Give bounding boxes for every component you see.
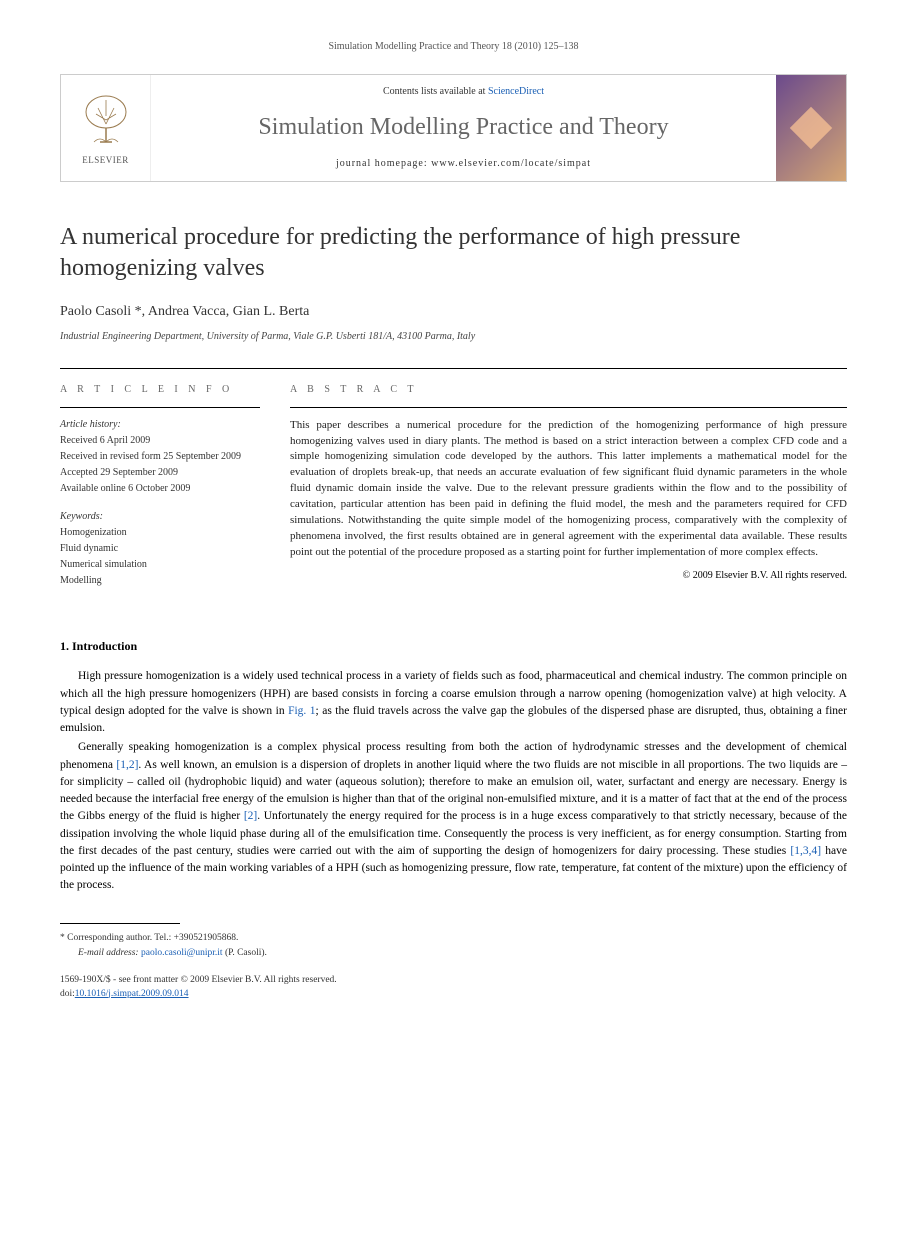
article-info-column: A R T I C L E I N F O Article history: R… [60,369,260,602]
author-list: Paolo Casoli *, Andrea Vacca, Gian L. Be… [60,302,847,322]
ref-link[interactable]: [1,3,4] [790,845,821,857]
doi-label: doi: [60,989,75,999]
keyword: Numerical simulation [60,558,260,572]
footnote-separator [60,923,180,924]
contents-available-line: Contents lists available at ScienceDirec… [383,85,544,99]
keyword: Modelling [60,574,260,588]
journal-banner: ELSEVIER Contents lists available at Sci… [60,74,847,182]
elsevier-tree-icon [76,90,136,150]
intro-paragraph-2: Generally speaking homogenization is a c… [60,739,847,894]
elsevier-label: ELSEVIER [82,154,129,167]
article-history-block: Article history: Received 6 April 2009 R… [60,418,260,496]
journal-name: Simulation Modelling Practice and Theory [258,111,668,145]
elsevier-logo-box: ELSEVIER [61,75,151,181]
corresponding-author-footnote: * Corresponding author. Tel.: +390521905… [60,932,847,945]
banner-center: Contents lists available at ScienceDirec… [151,75,776,181]
article-title: A numerical procedure for predicting the… [60,222,847,284]
email-label: E-mail address: [78,948,141,958]
keyword: Fluid dynamic [60,542,260,556]
front-matter-line: 1569-190X/$ - see front matter © 2009 El… [60,974,847,987]
email-footnote: E-mail address: paolo.casoli@unipr.it (P… [60,947,847,960]
history-line: Available online 6 October 2009 [60,482,260,496]
sciencedirect-link[interactable]: ScienceDirect [488,86,544,97]
keywords-block: Keywords: Homogenization Fluid dynamic N… [60,510,260,588]
keyword: Homogenization [60,526,260,540]
doi-line: doi:10.1016/j.simpat.2009.09.014 [60,988,847,1001]
keywords-label: Keywords: [60,510,260,524]
abstract-copyright: © 2009 Elsevier B.V. All rights reserved… [290,569,847,583]
journal-homepage-line: journal homepage: www.elsevier.com/locat… [336,157,591,171]
info-abstract-row: A R T I C L E I N F O Article history: R… [60,368,847,602]
section-1-heading: 1. Introduction [60,638,847,655]
abstract-column: A B S T R A C T This paper describes a n… [290,369,847,602]
abstract-heading: A B S T R A C T [290,383,847,408]
history-line: Received 6 April 2009 [60,434,260,448]
doi-link[interactable]: 10.1016/j.simpat.2009.09.014 [75,989,189,999]
journal-cover-thumbnail [776,75,846,181]
abstract-text: This paper describes a numerical procedu… [290,418,847,561]
email-suffix: (P. Casoli). [223,948,267,958]
figure-1-link[interactable]: Fig. 1 [288,705,315,717]
ref-link[interactable]: [1,2] [116,759,138,771]
intro-paragraph-1: High pressure homogenization is a widely… [60,668,847,737]
front-matter-block: 1569-190X/$ - see front matter © 2009 El… [60,974,847,1001]
affiliation: Industrial Engineering Department, Unive… [60,330,847,344]
article-history-label: Article history: [60,418,260,432]
page-header-citation: Simulation Modelling Practice and Theory… [60,40,847,54]
ref-link[interactable]: [2] [244,810,257,822]
history-line: Received in revised form 25 September 20… [60,450,260,464]
contents-prefix: Contents lists available at [383,86,488,97]
email-link[interactable]: paolo.casoli@unipr.it [141,948,223,958]
article-info-heading: A R T I C L E I N F O [60,383,260,408]
history-line: Accepted 29 September 2009 [60,466,260,480]
